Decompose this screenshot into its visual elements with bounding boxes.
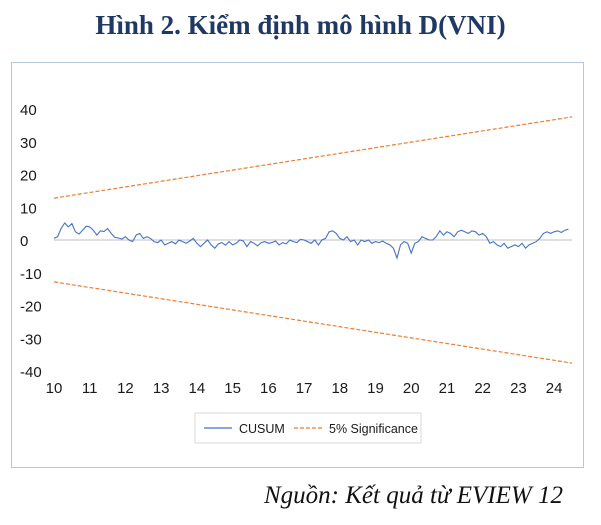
x-tick-label: 16 — [260, 380, 277, 397]
y-tick-label: -40 — [20, 364, 42, 381]
y-tick-label: -30 — [20, 331, 42, 348]
x-tick-label: 13 — [153, 380, 170, 397]
y-tick-label: 20 — [20, 168, 37, 185]
x-tick-label: 24 — [546, 380, 563, 397]
lower-significance-line — [53, 281, 573, 364]
x-tick-label: 11 — [82, 380, 98, 397]
x-tick-label: 15 — [224, 380, 241, 397]
x-tick-label: 22 — [474, 380, 491, 397]
figure-title: Hình 2. Kiểm định mô hình D(VNI) — [95, 10, 506, 40]
legend-label-significance: 5% Significance — [329, 422, 418, 436]
upper-significance-line — [53, 116, 573, 199]
x-tick-label: 20 — [403, 380, 420, 397]
x-tick-label: 14 — [189, 380, 206, 397]
x-tick-label: 17 — [296, 380, 313, 397]
y-tick-label: 10 — [20, 200, 37, 217]
cusum-line — [53, 222, 569, 260]
y-tick-label: -10 — [20, 266, 42, 283]
x-tick-label: 19 — [367, 380, 384, 397]
y-tick-label: 30 — [20, 135, 37, 152]
x-tick-label: 18 — [331, 380, 348, 397]
chart-frame: 40 30 20 10 0 -10 -20 -30 -40 10 11 12 13 14 15 16 17 18 1… — [11, 62, 584, 468]
source-note: Nguồn: Kết quả từ EVIEW 12 — [263, 482, 563, 509]
legend-label-cusum: CUSUM — [239, 422, 285, 436]
x-tick-label: 12 — [117, 380, 134, 397]
y-tick-label: 40 — [20, 102, 37, 119]
y-tick-label: -20 — [20, 299, 42, 316]
x-tick-label: 10 — [46, 380, 63, 397]
x-tick-label: 23 — [510, 380, 527, 397]
x-tick-label: 21 — [439, 380, 456, 397]
y-tick-label: 0 — [20, 233, 28, 250]
